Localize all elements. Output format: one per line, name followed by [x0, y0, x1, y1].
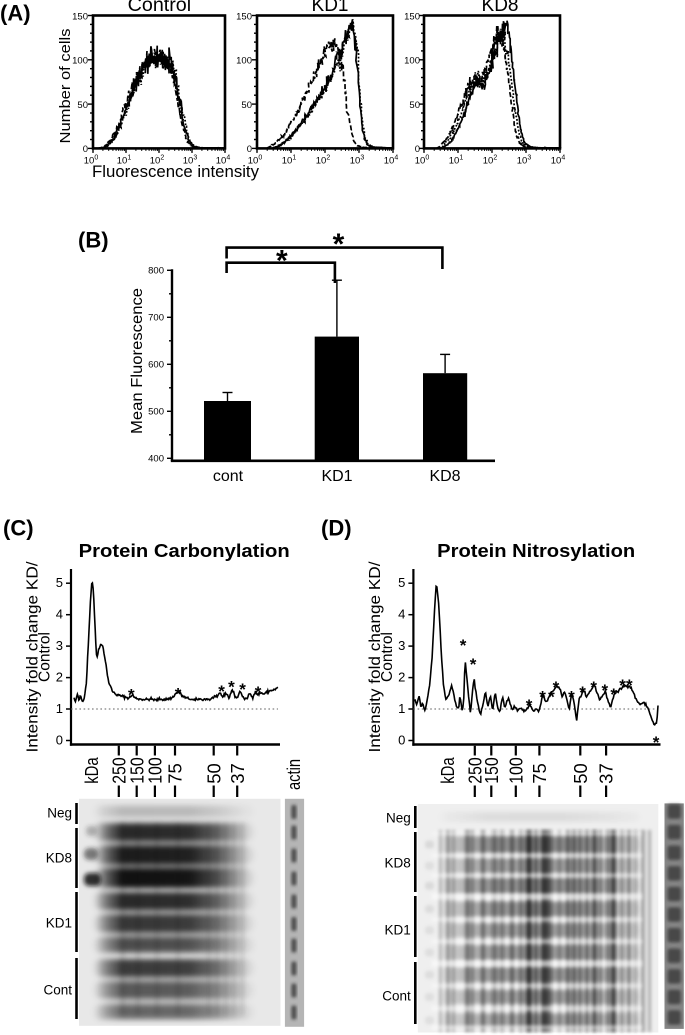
svg-text:*: * [175, 685, 182, 704]
svg-text:Neg: Neg [386, 811, 411, 826]
svg-text:3: 3 [56, 638, 63, 653]
svg-text:*: * [218, 682, 225, 701]
svg-text:50: 50 [570, 763, 591, 784]
svg-text:1: 1 [398, 701, 405, 716]
svg-text:75: 75 [529, 763, 550, 784]
svg-text:700: 700 [148, 313, 164, 324]
svg-text:50: 50 [409, 100, 420, 111]
svg-text:37: 37 [596, 763, 617, 784]
svg-text:(B): (B) [78, 228, 109, 253]
svg-text:*: * [539, 688, 546, 707]
svg-text:*: * [470, 655, 477, 674]
svg-text:Cont: Cont [382, 989, 411, 1004]
svg-text:2: 2 [56, 670, 63, 685]
svg-text:Protein Nitrosylation: Protein Nitrosylation [437, 541, 635, 561]
svg-text:KD8: KD8 [482, 0, 519, 16]
svg-text:100: 100 [236, 56, 252, 67]
svg-text:150: 150 [236, 11, 252, 22]
svg-text:100: 100 [404, 56, 420, 67]
svg-text:400: 400 [148, 454, 164, 465]
svg-text:KD1: KD1 [321, 468, 352, 485]
svg-text:*: * [548, 688, 555, 707]
svg-text:0: 0 [83, 144, 88, 155]
svg-text:4: 4 [398, 607, 405, 622]
svg-text:(A): (A) [0, 1, 31, 26]
svg-text:75: 75 [165, 763, 186, 784]
svg-text:*: * [460, 636, 467, 655]
svg-text:0: 0 [415, 144, 420, 155]
svg-text:*: * [526, 696, 533, 715]
svg-text:5: 5 [56, 575, 63, 590]
svg-text:KD1: KD1 [46, 916, 72, 931]
svg-text:Neg: Neg [47, 806, 72, 821]
svg-text:Intensity fold change KD/: Intensity fold change KD/ [25, 561, 42, 753]
svg-text:*: * [610, 685, 617, 704]
svg-text:*: * [601, 681, 608, 700]
svg-text:3: 3 [398, 638, 405, 653]
svg-text:100: 100 [145, 757, 166, 784]
svg-text:0: 0 [247, 144, 252, 155]
svg-text:(C): (C) [3, 516, 34, 541]
svg-text:50: 50 [77, 100, 88, 111]
svg-text:actin: actin [283, 759, 304, 790]
svg-text:*: * [653, 733, 660, 752]
svg-text:150: 150 [404, 11, 420, 22]
svg-text:150: 150 [126, 757, 147, 784]
svg-text:2: 2 [398, 670, 405, 685]
svg-text:500: 500 [148, 407, 164, 418]
svg-text:100: 100 [72, 56, 88, 67]
svg-text:4: 4 [56, 607, 63, 622]
svg-text:Cont: Cont [43, 983, 72, 998]
svg-text:kDa: kDa [81, 757, 102, 784]
svg-text:250: 250 [464, 757, 485, 784]
svg-text:KD8: KD8 [46, 851, 72, 866]
svg-text:Protein Carbonylation: Protein Carbonylation [79, 541, 290, 561]
svg-text:50: 50 [203, 763, 224, 784]
svg-text:*: * [276, 245, 288, 278]
svg-text:100: 100 [505, 757, 526, 784]
svg-text:*: * [619, 676, 626, 695]
svg-text:37: 37 [227, 763, 248, 784]
svg-text:250: 250 [108, 757, 129, 784]
svg-text:5: 5 [398, 575, 405, 590]
svg-text:KD1: KD1 [385, 923, 411, 938]
svg-text:Number of cells: Number of cells [58, 29, 74, 144]
svg-text:*: * [255, 683, 262, 702]
svg-text:*: * [228, 677, 235, 696]
svg-text:*: * [626, 676, 633, 695]
svg-text:150: 150 [481, 757, 502, 784]
svg-text:*: * [590, 678, 597, 697]
svg-text:Intensity fold change KD/: Intensity fold change KD/ [367, 561, 384, 753]
svg-text:*: * [579, 683, 586, 702]
svg-text:*: * [553, 678, 560, 697]
svg-text:150: 150 [72, 11, 88, 22]
svg-text:0: 0 [56, 733, 63, 748]
svg-text:kDa: kDa [437, 757, 458, 784]
svg-text:Control: Control [128, 0, 192, 16]
svg-text:*: * [128, 685, 135, 704]
svg-text:Control: Control [37, 632, 54, 682]
svg-text:KD8: KD8 [385, 856, 411, 871]
svg-text:Fluorescence intensity: Fluorescence intensity [92, 163, 260, 181]
svg-text:KD8: KD8 [429, 468, 460, 485]
svg-text:cont: cont [213, 468, 244, 485]
svg-text:(D): (D) [321, 516, 352, 541]
svg-text:*: * [239, 680, 246, 699]
svg-text:0: 0 [398, 733, 405, 748]
svg-text:Control: Control [379, 632, 396, 682]
svg-text:KD1: KD1 [312, 0, 349, 16]
svg-text:800: 800 [148, 266, 164, 277]
svg-text:*: * [333, 228, 345, 261]
svg-text:*: * [568, 688, 575, 707]
svg-text:1: 1 [56, 701, 63, 716]
svg-text:50: 50 [241, 100, 252, 111]
svg-text:Mean Fluorescence: Mean Fluorescence [129, 288, 146, 434]
svg-text:600: 600 [148, 360, 164, 371]
